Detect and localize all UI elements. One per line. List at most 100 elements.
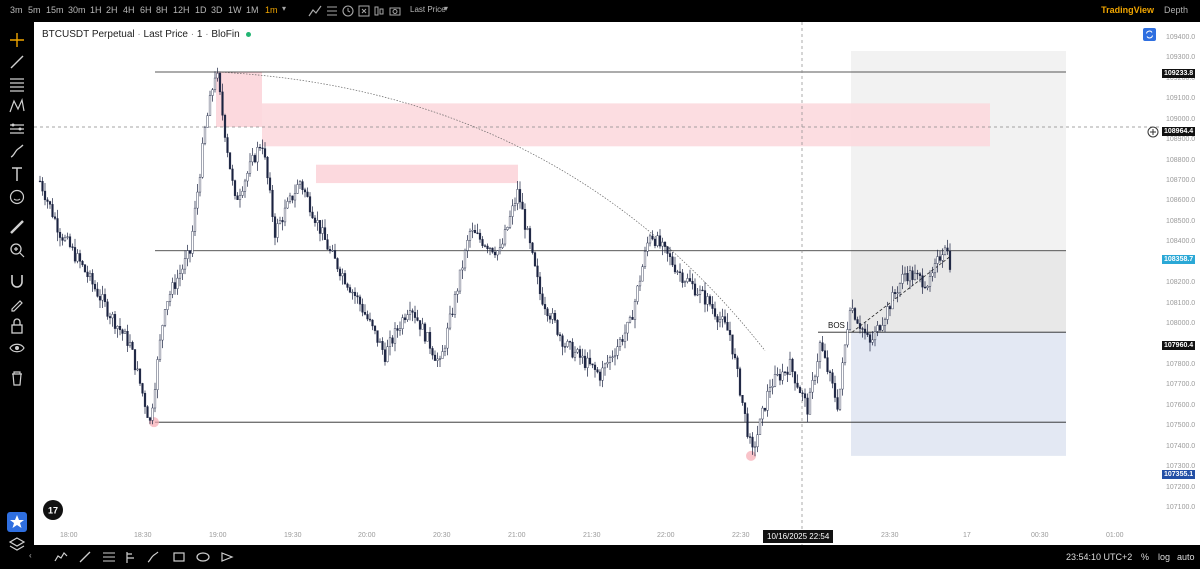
lock-icon[interactable] bbox=[8, 317, 26, 335]
candle-body bbox=[836, 397, 839, 410]
candle-body bbox=[596, 369, 599, 373]
timeframe-6h[interactable]: 6H bbox=[140, 5, 152, 15]
collapse-arrow-icon[interactable]: ‹ bbox=[29, 551, 32, 560]
trendline-icon[interactable] bbox=[8, 53, 26, 71]
timeframe-1d[interactable]: 1D bbox=[195, 5, 207, 15]
magnet-icon[interactable] bbox=[8, 272, 26, 290]
candle-body bbox=[436, 358, 439, 361]
candle-body bbox=[523, 209, 527, 230]
candle-body bbox=[51, 204, 54, 217]
candle-body bbox=[316, 220, 319, 223]
candle-body bbox=[91, 273, 94, 285]
log-toggle[interactable]: log bbox=[1158, 552, 1171, 562]
ruler-icon[interactable] bbox=[8, 218, 26, 236]
zoom-in-icon[interactable] bbox=[8, 241, 26, 259]
candles-icon[interactable] bbox=[372, 4, 386, 18]
pencil-lock-icon[interactable] bbox=[8, 295, 26, 313]
candle-body bbox=[796, 382, 799, 388]
legend-symbol[interactable]: BTCUSDT Perpetual bbox=[42, 29, 135, 40]
draw-line-icon[interactable] bbox=[78, 550, 92, 564]
triangle-icon[interactable] bbox=[220, 550, 234, 564]
compare-icon[interactable] bbox=[325, 4, 339, 18]
timeframe-1h[interactable]: 1H bbox=[90, 5, 102, 15]
price-type-dropdown[interactable]: Last Price bbox=[410, 5, 446, 14]
timeframe-15m[interactable]: 15m bbox=[46, 5, 64, 15]
pattern-icon[interactable] bbox=[8, 97, 26, 115]
prediction-icon[interactable] bbox=[8, 120, 26, 138]
timeframe-2h[interactable]: 2H bbox=[106, 5, 118, 15]
candle-body bbox=[573, 351, 577, 358]
timeframe-5m[interactable]: 5m bbox=[28, 5, 41, 15]
candle-body bbox=[43, 190, 47, 201]
text-icon[interactable] bbox=[8, 165, 26, 183]
line-chart-icon[interactable] bbox=[54, 550, 68, 564]
timeframe-3d[interactable]: 3D bbox=[211, 5, 223, 15]
candle-body bbox=[116, 326, 119, 329]
candle-body bbox=[773, 374, 777, 387]
candle-body bbox=[323, 227, 327, 240]
candle-body bbox=[391, 337, 394, 344]
candle-body bbox=[638, 280, 642, 287]
horizontal-lines-icon[interactable] bbox=[102, 550, 116, 564]
timeframe-30m[interactable]: 30m bbox=[68, 5, 86, 15]
candle-body bbox=[758, 418, 762, 435]
candle-body bbox=[181, 268, 184, 274]
price-tick: 108800.0 bbox=[1166, 156, 1196, 164]
candle-body bbox=[93, 283, 97, 290]
layers-icon[interactable] bbox=[8, 535, 26, 553]
ellipse-icon[interactable] bbox=[196, 550, 210, 564]
candle-body bbox=[781, 371, 784, 381]
candle-body bbox=[88, 273, 92, 278]
candle-body bbox=[373, 325, 377, 331]
brush-tool-icon[interactable] bbox=[146, 550, 160, 564]
rectangle-icon[interactable] bbox=[172, 550, 186, 564]
emoji-icon[interactable] bbox=[8, 188, 26, 206]
price-tick: 108100.0 bbox=[1166, 299, 1196, 307]
favorites-star-icon[interactable] bbox=[7, 512, 27, 532]
trash-icon[interactable] bbox=[8, 369, 26, 387]
candle-body bbox=[148, 417, 152, 421]
candle-body bbox=[601, 367, 604, 381]
timeframe-1M[interactable]: 1M bbox=[246, 5, 259, 15]
price-chart[interactable]: BOS bbox=[34, 22, 1160, 545]
candle-body bbox=[608, 356, 612, 363]
candle-body bbox=[501, 243, 504, 248]
camera-icon[interactable] bbox=[388, 4, 402, 18]
candle-body bbox=[346, 283, 349, 288]
clock-icon[interactable] bbox=[341, 4, 355, 18]
pitchfork-icon[interactable] bbox=[124, 550, 138, 564]
candle-body bbox=[738, 368, 742, 396]
timeframe-8h[interactable]: 8H bbox=[156, 5, 168, 15]
alert-icon[interactable] bbox=[357, 4, 371, 18]
sync-icon[interactable] bbox=[1143, 28, 1156, 41]
timeframe-1m-active[interactable]: 1m bbox=[265, 5, 278, 15]
chart-legend: BTCUSDT Perpetual · Last Price · 1 · Blo… bbox=[42, 29, 252, 40]
price-tick: 107100.0 bbox=[1166, 504, 1196, 511]
chart-area[interactable]: BOS bbox=[34, 22, 1160, 545]
candle-body bbox=[196, 191, 199, 209]
candle-body bbox=[593, 364, 597, 370]
timeframe-1w[interactable]: 1W bbox=[228, 5, 242, 15]
timeframe-4h[interactable]: 4H bbox=[123, 5, 135, 15]
depth-button[interactable]: Depth bbox=[1163, 5, 1188, 15]
drawing-toolbar bbox=[0, 22, 34, 551]
timeframe-12h[interactable]: 12H bbox=[173, 5, 190, 15]
crosshair-icon[interactable] bbox=[8, 31, 26, 49]
candle-body bbox=[563, 346, 567, 348]
candle-body bbox=[863, 328, 867, 334]
indicators-icon[interactable] bbox=[308, 4, 322, 18]
timeframe-3m[interactable]: 3m bbox=[10, 5, 23, 15]
chevron-down-icon[interactable]: ▾ bbox=[282, 4, 287, 13]
price-axis[interactable] bbox=[1160, 22, 1200, 545]
candle-body bbox=[488, 247, 492, 250]
clock-display[interactable]: 23:54:10 UTC+2 bbox=[1066, 552, 1133, 562]
auto-toggle[interactable]: auto bbox=[1177, 552, 1195, 562]
add-alert-plus-icon[interactable] bbox=[1147, 126, 1159, 138]
price-type-chevron-icon[interactable]: ▾ bbox=[444, 4, 449, 13]
candle-body bbox=[768, 387, 772, 392]
fib-icon[interactable] bbox=[8, 75, 26, 93]
percent-toggle[interactable]: % bbox=[1141, 552, 1150, 562]
brush-icon[interactable] bbox=[8, 142, 26, 160]
candle-body bbox=[351, 291, 354, 294]
eye-icon[interactable] bbox=[8, 339, 26, 357]
